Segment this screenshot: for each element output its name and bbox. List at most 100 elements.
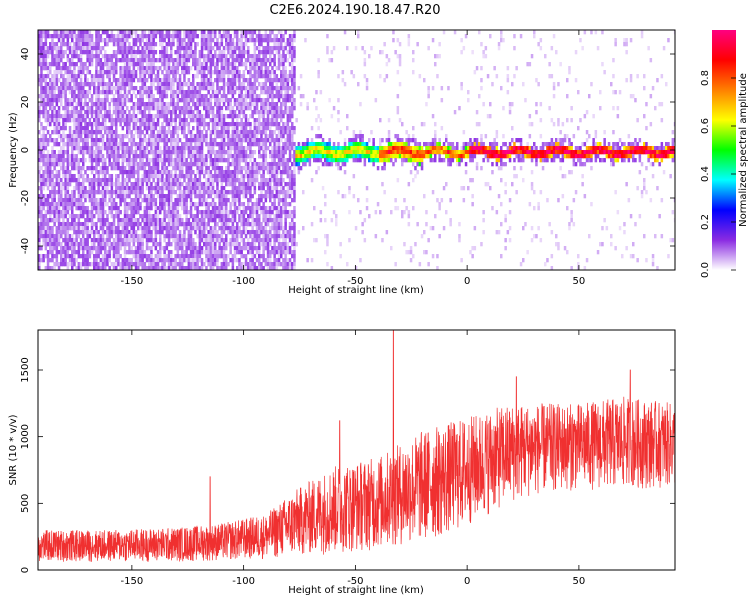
spectrogram-cell	[211, 218, 215, 223]
spectrogram-cell	[97, 182, 100, 187]
spectrogram-cell	[75, 250, 78, 255]
spectrogram-cell	[86, 214, 89, 219]
spectrogram-cell	[134, 158, 138, 163]
spectrogram-cell	[161, 170, 164, 175]
spectrogram-cell	[141, 230, 144, 235]
spectrogram-cell	[161, 166, 164, 171]
spectrogram-cell	[159, 246, 162, 251]
spectrogram-cell	[68, 90, 72, 95]
spectrogram-cell	[258, 214, 261, 219]
spectrogram-cell	[192, 38, 195, 43]
spectrogram-cell	[247, 178, 250, 183]
spectrogram-cell	[262, 38, 265, 43]
spectrogram-cell	[145, 150, 149, 155]
spectrogram-cell	[73, 258, 76, 263]
spectrogram-cell	[123, 166, 127, 171]
spectrogram-cell	[68, 70, 72, 75]
spectrogram-cell	[207, 106, 210, 111]
spectrogram-cell	[49, 118, 52, 123]
spectrogram-cell	[192, 102, 195, 107]
spectrogram-cell	[71, 134, 74, 139]
spectrogram-cell	[106, 226, 109, 231]
spectrogram-cell	[132, 50, 136, 55]
spectrogram-cell	[260, 174, 263, 179]
spectrogram-cell	[247, 250, 250, 255]
spectrogram-cell	[126, 210, 129, 215]
spectrogram-cell	[137, 178, 140, 183]
spectrogram-cell	[88, 230, 92, 235]
spectrogram-cell	[196, 142, 199, 147]
spectrogram-cell	[242, 238, 246, 243]
spectrogram-cell	[163, 266, 166, 270]
spectrogram-cell	[117, 142, 120, 147]
spectrogram-cell	[126, 122, 129, 127]
spectrogram-cell	[75, 138, 78, 143]
spectrogram-cell	[238, 154, 241, 159]
spectrogram-cell	[101, 54, 105, 59]
spectrogram-cell	[220, 238, 224, 243]
spectrogram-cell	[198, 246, 202, 251]
spectrogram-cell	[62, 262, 65, 267]
spectrogram-cell	[51, 218, 54, 223]
spectrogram-cell	[262, 206, 265, 211]
spectrogram-cell	[106, 190, 109, 195]
spectrogram-cell	[238, 202, 241, 207]
spectrogram-cell	[93, 262, 96, 267]
spectrogram-cell	[260, 102, 263, 107]
spectrogram-cell	[222, 74, 226, 79]
spectrogram-cell	[262, 254, 265, 259]
spectrogram-cell	[66, 58, 70, 63]
spectrogram-cell	[170, 226, 173, 231]
spectrogram-cell	[231, 214, 235, 219]
spectrogram-cell	[222, 70, 226, 75]
spectrogram-cell	[156, 74, 160, 79]
spectrogram-cell	[73, 246, 76, 251]
spectrogram-cell	[172, 126, 175, 131]
spectrogram-cell	[238, 110, 241, 115]
spectrogram-cell	[132, 234, 136, 239]
spectrogram-cell	[40, 154, 43, 159]
spectrogram-cell	[264, 138, 268, 143]
spectrogram-cell	[53, 266, 56, 270]
spectrogram-cell	[238, 230, 241, 235]
spectrogram-cell	[141, 214, 144, 219]
spectrogram-cell	[174, 66, 177, 71]
spectrogram-cell	[172, 42, 175, 47]
spectrogram-cell	[189, 254, 193, 259]
spectrogram-cell	[233, 174, 237, 179]
spectrogram-cell	[161, 230, 164, 235]
spectrogram-cell	[156, 154, 160, 159]
spectrogram-cell	[46, 170, 50, 175]
spectrogram-cell	[130, 234, 133, 239]
spectrogram-cell	[214, 210, 217, 215]
spectrogram-cell	[200, 246, 204, 251]
spectrogram-cell	[205, 86, 208, 91]
spectrogram-cell	[225, 134, 228, 139]
spectrogram-cell	[214, 242, 217, 247]
spectrogram-cell	[225, 262, 228, 267]
spectrogram-cell	[240, 238, 243, 243]
spectrogram-cell	[161, 46, 164, 51]
spectrogram-cell	[55, 210, 59, 215]
spectrogram-cell	[148, 178, 151, 183]
spectrogram-cell	[51, 202, 54, 207]
spectrogram-cell	[145, 142, 149, 147]
spectrogram-cell	[68, 118, 72, 123]
spectrogram-cell	[167, 34, 171, 39]
spectrogram-cell	[255, 70, 259, 75]
spectrogram-cell	[139, 254, 142, 259]
spectrogram-cell	[99, 130, 103, 135]
spectrogram-cell	[145, 86, 149, 91]
spectrogram-cell	[170, 134, 173, 139]
spectrogram-cell	[238, 258, 241, 263]
spectrogram-cell	[110, 82, 114, 87]
spectrogram-cell	[165, 154, 169, 159]
spectrogram-cell	[132, 218, 136, 223]
spectrogram-cell	[71, 106, 74, 111]
spectrogram-cell	[57, 214, 61, 219]
spectrogram-cell	[121, 198, 125, 203]
spectrogram-cell	[214, 218, 217, 223]
spectrogram-cell	[134, 154, 138, 159]
spectrogram-cell	[148, 30, 151, 35]
spectrogram-cell	[112, 230, 116, 235]
